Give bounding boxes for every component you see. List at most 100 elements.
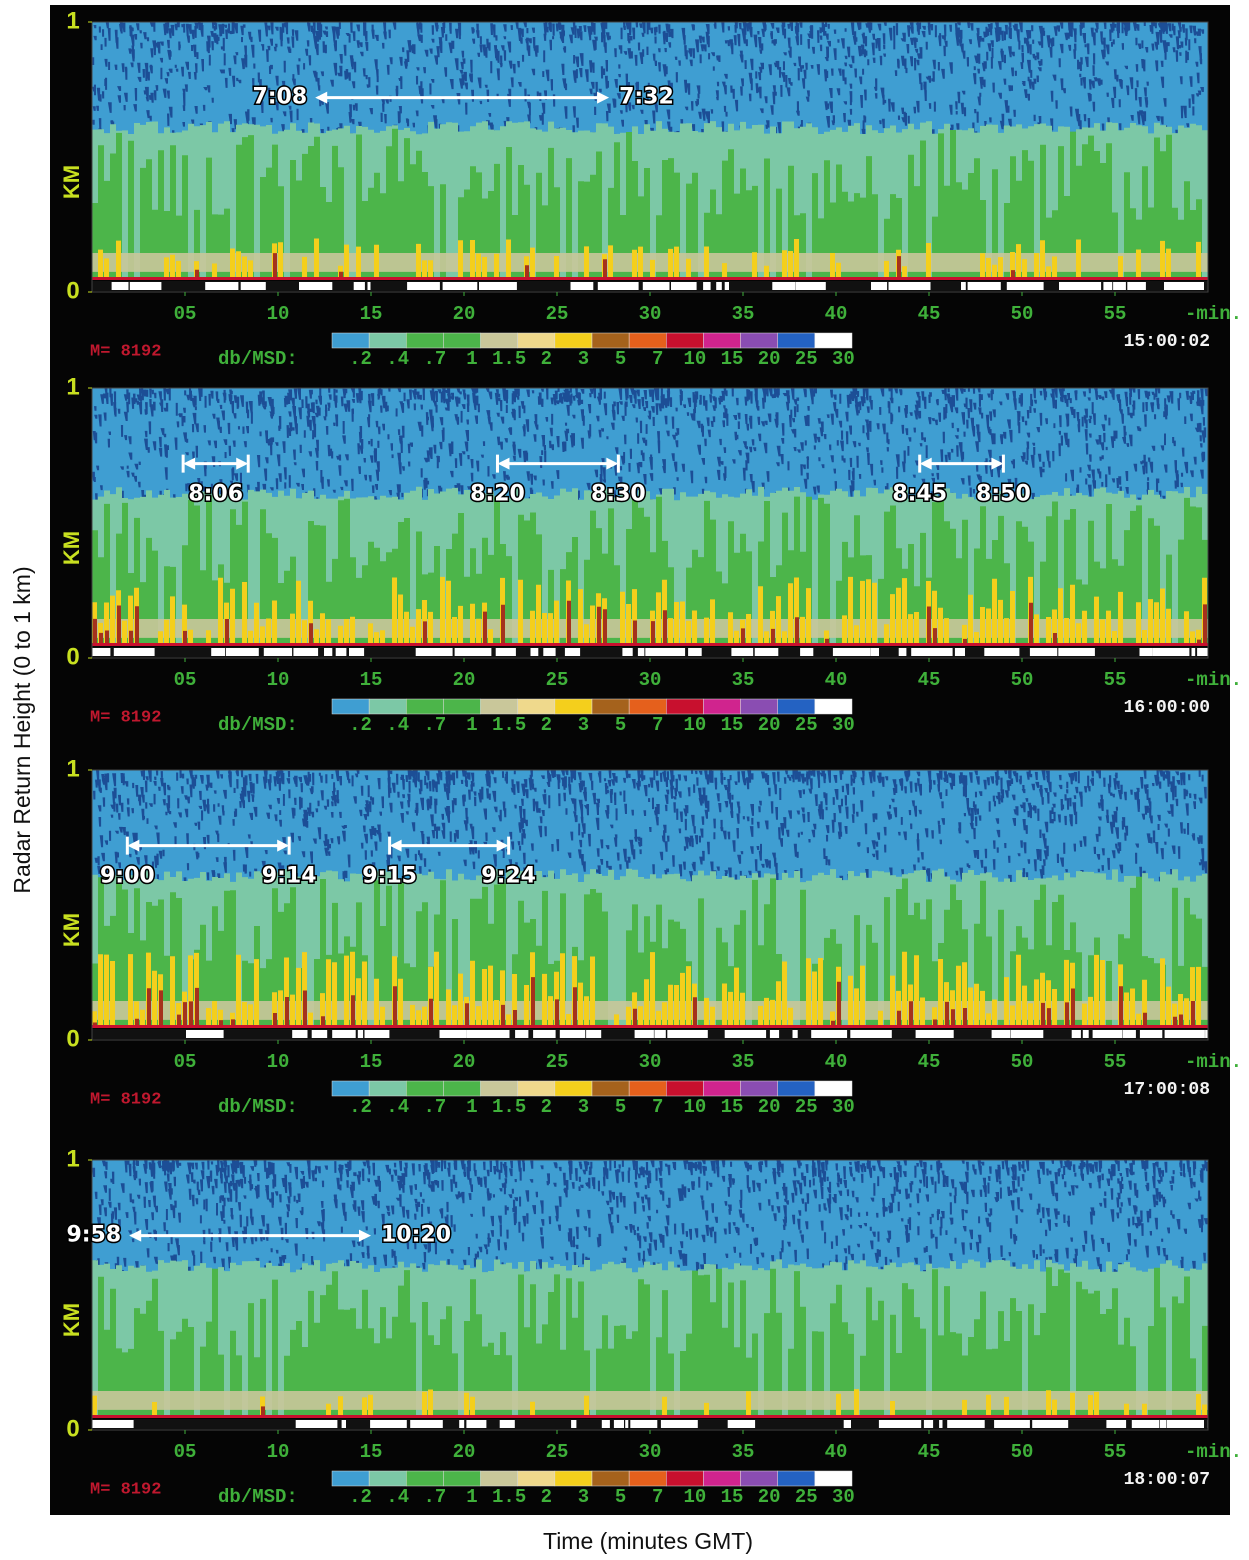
colorbar-label: 30 (832, 714, 855, 736)
colorbar-swatch (481, 333, 518, 348)
y-tick-label: 0 (66, 643, 79, 670)
colorbar-title: db/MSD: (218, 714, 298, 736)
x-tick-label: 45 (918, 1441, 941, 1463)
colorbar-label: 25 (795, 1486, 818, 1508)
annotation-label: 8:45 (892, 482, 947, 507)
colorbar-swatch (741, 333, 778, 348)
x-tick-label: 25 (546, 1441, 569, 1463)
colorbar-label: 25 (795, 714, 818, 736)
colorbar-swatch (369, 1081, 406, 1096)
radar-baseline (92, 643, 1208, 646)
colorbar-swatch (518, 699, 555, 714)
colorbar-label: 7 (652, 714, 663, 736)
m-label: M= 8192 (90, 1090, 161, 1109)
y-tick-label: 0 (66, 1415, 79, 1442)
colorbar-swatch (369, 333, 406, 348)
x-tick-label: 45 (918, 1051, 941, 1073)
colorbar-swatch (629, 699, 666, 714)
x-tick-label: 50 (1011, 303, 1034, 325)
x-tick-label: 45 (918, 669, 941, 691)
colorbar-label: .7 (423, 714, 446, 736)
x-tick-label: 55 (1104, 1441, 1127, 1463)
colorbar-label: 7 (652, 1096, 663, 1118)
x-tick-label: 05 (174, 303, 197, 325)
colorbar-label: 5 (615, 348, 626, 370)
x-tick-label: 20 (453, 1441, 476, 1463)
colorbar-label: .7 (423, 1096, 446, 1118)
x-tick-label: 05 (174, 1441, 197, 1463)
colorbar-title: db/MSD: (218, 1096, 298, 1118)
x-tick-label: 25 (546, 669, 569, 691)
annotation-label: 10:20 (381, 1223, 451, 1248)
x-axis-title: Time (minutes GMT) (543, 1528, 753, 1554)
x-tick-label: 10 (267, 669, 290, 691)
colorbar-swatch (815, 333, 852, 348)
colorbar-swatch (369, 1471, 406, 1486)
x-tick-label: 40 (825, 1051, 848, 1073)
colorbar-label: .2 (349, 1486, 372, 1508)
x-tick-label: 10 (267, 1441, 290, 1463)
annotation-label: 9:00 (100, 864, 155, 889)
x-unit: -min. (1185, 669, 1242, 691)
colorbar-swatch (741, 1471, 778, 1486)
x-tick-label: 15 (360, 669, 383, 691)
x-tick-label: 55 (1104, 303, 1127, 325)
colorbar-swatch (332, 333, 369, 348)
colorbar-label: 7 (652, 348, 663, 370)
x-tick-label: 20 (453, 303, 476, 325)
colorbar-swatch (481, 699, 518, 714)
colorbar-swatch (666, 699, 703, 714)
colorbar-label: .4 (386, 1096, 409, 1118)
timestamp: 18:00:07 (1124, 1470, 1210, 1490)
colorbar-label: 20 (758, 1096, 781, 1118)
colorbar-label: 10 (683, 348, 706, 370)
annotation-label: 8:20 (470, 482, 525, 507)
colorbar-swatch (443, 1081, 480, 1096)
colorbar-label: .7 (423, 348, 446, 370)
radar-baseline (92, 1415, 1208, 1418)
x-tick-label: 15 (360, 1441, 383, 1463)
annotation-label: 7:08 (252, 85, 307, 110)
colorbar-swatch (332, 1081, 369, 1096)
x-tick-label: 30 (639, 1051, 662, 1073)
annotation-label: 8:50 (976, 482, 1031, 507)
x-tick-label: 50 (1011, 669, 1034, 691)
x-tick-label: 35 (732, 1051, 755, 1073)
colorbar-label: 10 (683, 1486, 706, 1508)
colorbar-swatch (815, 1081, 852, 1096)
x-unit: -min. (1185, 1441, 1242, 1463)
colorbar-label: .4 (386, 348, 409, 370)
colorbar-label: 10 (683, 714, 706, 736)
colorbar-swatch (778, 699, 815, 714)
x-tick-label: 40 (825, 303, 848, 325)
y-axis-title: Radar Return Height (0 to 1 km) (9, 566, 35, 893)
colorbar-swatch (369, 699, 406, 714)
colorbar-swatch (406, 1081, 443, 1096)
x-tick-label: 45 (918, 303, 941, 325)
x-tick-label: 55 (1104, 1051, 1127, 1073)
annotation-label: 7:32 (619, 85, 674, 110)
colorbar-swatch (666, 1081, 703, 1096)
colorbar-swatch (815, 1471, 852, 1486)
colorbar-label: 20 (758, 1486, 781, 1508)
colorbar-swatch (332, 1471, 369, 1486)
x-tick-label: 15 (360, 1051, 383, 1073)
colorbar-swatch (555, 1471, 592, 1486)
figure: Radar Return Height (0 to 1 km) Time (mi… (0, 0, 1249, 1560)
colorbar-swatch (443, 333, 480, 348)
y-tick-label: 0 (66, 277, 79, 304)
colorbar-swatch (481, 1081, 518, 1096)
annotation-label: 9:24 (481, 864, 536, 889)
y-tick-label: 1 (66, 1145, 79, 1172)
annotation-label: 8:06 (188, 482, 243, 507)
x-tick-label: 15 (360, 303, 383, 325)
m-label: M= 8192 (90, 708, 161, 727)
x-tick-label: 35 (732, 1441, 755, 1463)
colorbar-label: 2 (541, 714, 552, 736)
colorbar-swatch (481, 1471, 518, 1486)
colorbar-label: 3 (578, 1486, 589, 1508)
colorbar-swatch (555, 333, 592, 348)
colorbar-label: 2 (541, 1096, 552, 1118)
colorbar-label: 2 (541, 1486, 552, 1508)
colorbar-swatch (518, 1081, 555, 1096)
